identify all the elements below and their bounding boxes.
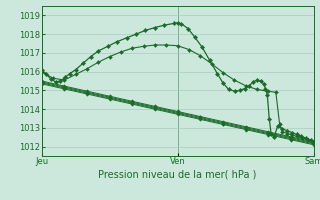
X-axis label: Pression niveau de la mer( hPa ): Pression niveau de la mer( hPa ) (99, 169, 257, 179)
